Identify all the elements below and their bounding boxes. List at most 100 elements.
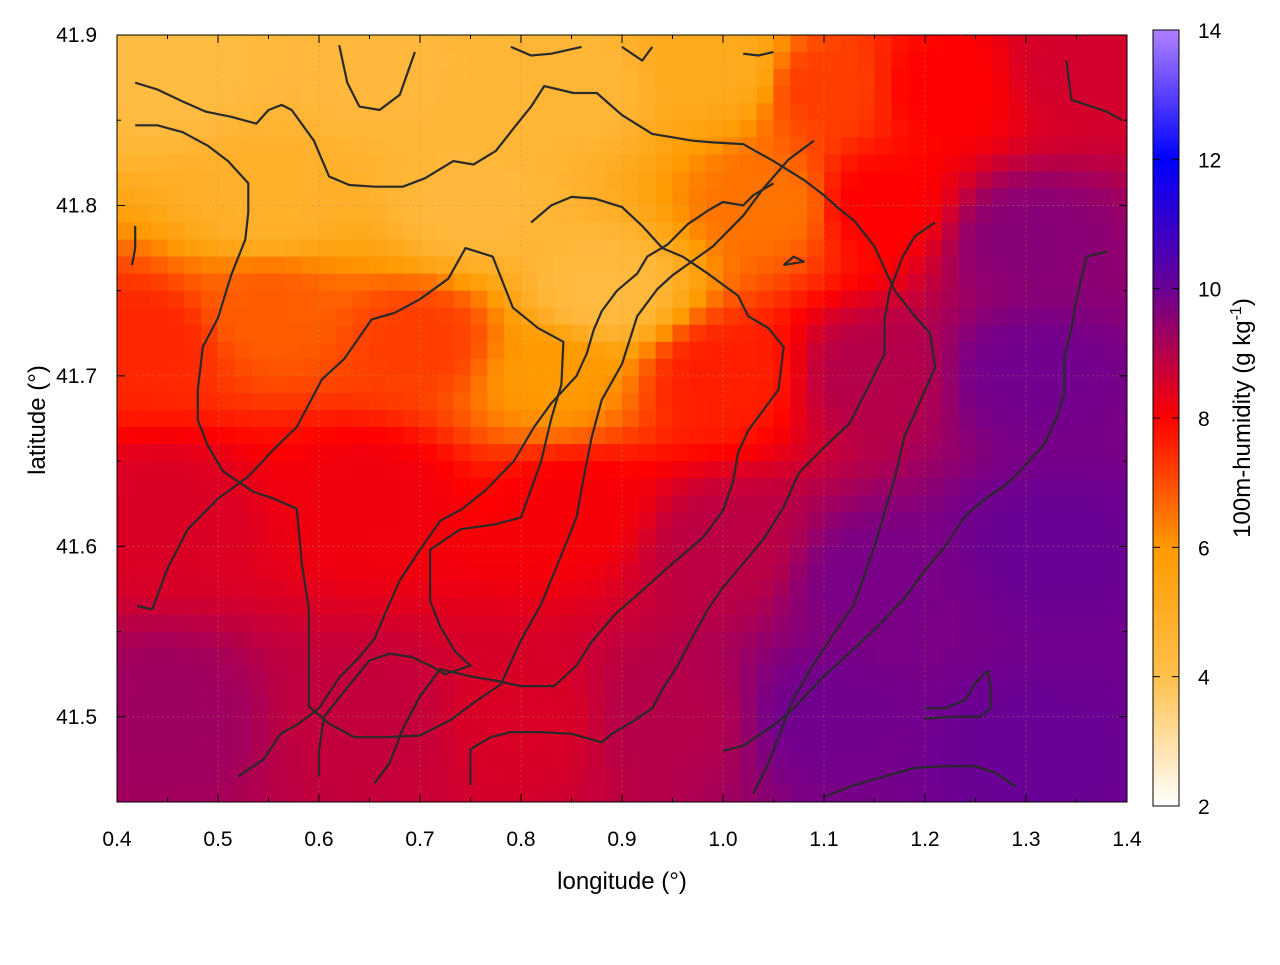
- heatmap-cell: [521, 699, 539, 718]
- heatmap-cell: [958, 478, 977, 496]
- heatmap-cell: [319, 324, 337, 343]
- heatmap-cell: [925, 648, 943, 667]
- heatmap-cell: [268, 341, 286, 360]
- heatmap-cell: [958, 205, 977, 224]
- heatmap-cell: [1093, 529, 1111, 547]
- heatmap-cell: [840, 324, 859, 343]
- heatmap-cell: [234, 444, 253, 462]
- heatmap-cell: [925, 188, 943, 207]
- heatmap-cell: [285, 392, 303, 411]
- heatmap-cell: [201, 767, 219, 786]
- heatmap-cell: [655, 614, 674, 633]
- heatmap-cell: [268, 188, 286, 207]
- heatmap-cell: [436, 597, 455, 616]
- heatmap-cell: [487, 546, 505, 564]
- heatmap-cell: [1110, 409, 1127, 428]
- heatmap-cell: [167, 392, 185, 411]
- heatmap-cell: [554, 222, 573, 241]
- heatmap-cell: [117, 103, 135, 121]
- heatmap-cell: [521, 750, 539, 769]
- heatmap-cell: [941, 563, 960, 582]
- heatmap-cell: [521, 35, 539, 53]
- heatmap-cell: [739, 103, 758, 121]
- heatmap-cell: [1076, 580, 1094, 599]
- heatmap-cell: [807, 137, 825, 155]
- heatmap-cell: [622, 273, 640, 292]
- contour-line: [373, 195, 785, 784]
- heatmap-cell: [941, 392, 960, 411]
- heatmap-cell: [723, 35, 741, 53]
- heatmap-cell: [908, 86, 926, 104]
- heatmap-cell: [319, 103, 337, 121]
- heatmap-cell: [874, 273, 892, 292]
- heatmap-cell: [302, 205, 320, 224]
- heatmap-cell: [403, 495, 421, 513]
- heatmap-cell: [167, 750, 185, 769]
- heatmap-cell: [453, 784, 472, 802]
- heatmap-cell: [689, 716, 707, 735]
- heatmap-cell: [975, 478, 993, 496]
- heatmap-cell: [1026, 461, 1044, 479]
- heatmap-cell: [840, 495, 859, 513]
- heatmap-cell: [537, 171, 556, 189]
- heatmap-cell: [992, 239, 1010, 258]
- heatmap-cell: [840, 665, 859, 684]
- heatmap-cell: [773, 614, 791, 633]
- heatmap-cell: [975, 222, 993, 241]
- heatmap-cell: [1042, 171, 1061, 189]
- heatmap-cell: [1026, 290, 1044, 309]
- heatmap-cell: [319, 273, 337, 292]
- heatmap-cell: [689, 444, 707, 462]
- heatmap-cell: [891, 614, 909, 633]
- heatmap-cell: [201, 597, 219, 616]
- heatmap-cell: [1093, 120, 1111, 138]
- heatmap-cell: [302, 614, 320, 633]
- heatmap-cell: [403, 86, 421, 104]
- heatmap-cell: [403, 512, 421, 530]
- heatmap-cell: [1059, 52, 1078, 70]
- heatmap-cell: [672, 358, 690, 377]
- heatmap-cell: [840, 614, 859, 633]
- heatmap-cell: [756, 699, 775, 718]
- heatmap-cell: [622, 120, 640, 138]
- heatmap-cell: [975, 699, 993, 718]
- heatmap-cell: [925, 444, 943, 462]
- heatmap-cell: [420, 52, 438, 70]
- heatmap-cell: [554, 495, 573, 513]
- heatmap-cell: [1009, 341, 1027, 360]
- heatmap-cell: [874, 375, 892, 394]
- heatmap-cell: [958, 631, 977, 650]
- heatmap-cell: [874, 35, 892, 53]
- heatmap-cell: [150, 546, 169, 564]
- heatmap-cell: [605, 290, 623, 309]
- heatmap-cell: [352, 239, 371, 258]
- heatmap-cell: [588, 716, 606, 735]
- heatmap-cell: [420, 341, 438, 360]
- heatmap-cell: [571, 409, 589, 428]
- heatmap-cell: [285, 307, 303, 326]
- heatmap-cell: [925, 767, 943, 786]
- heatmap-cell: [285, 682, 303, 701]
- heatmap-cell: [133, 239, 152, 258]
- heatmap-cell: [1009, 563, 1027, 582]
- heatmap-cell: [117, 188, 135, 207]
- heatmap-cell: [386, 137, 404, 155]
- heatmap-cell: [133, 614, 152, 633]
- heatmap-cell: [622, 239, 640, 258]
- heatmap-cell: [756, 563, 775, 582]
- heatmap-cell: [470, 529, 488, 547]
- heatmap-cell: [1026, 699, 1044, 718]
- heatmap-cell: [369, 580, 387, 599]
- heatmap-cell: [487, 69, 505, 87]
- heatmap-cell: [975, 461, 993, 479]
- heatmap-cell: [386, 222, 404, 241]
- heatmap-cell: [335, 341, 354, 360]
- heatmap-cell: [790, 69, 808, 87]
- heatmap-cell: [689, 86, 707, 104]
- heatmap-cell: [588, 495, 606, 513]
- heatmap-cell: [588, 205, 606, 224]
- heatmap-cell: [453, 512, 472, 530]
- heatmap-cell: [941, 750, 960, 769]
- heatmap-cell: [1042, 86, 1061, 104]
- heatmap-cell: [201, 478, 219, 496]
